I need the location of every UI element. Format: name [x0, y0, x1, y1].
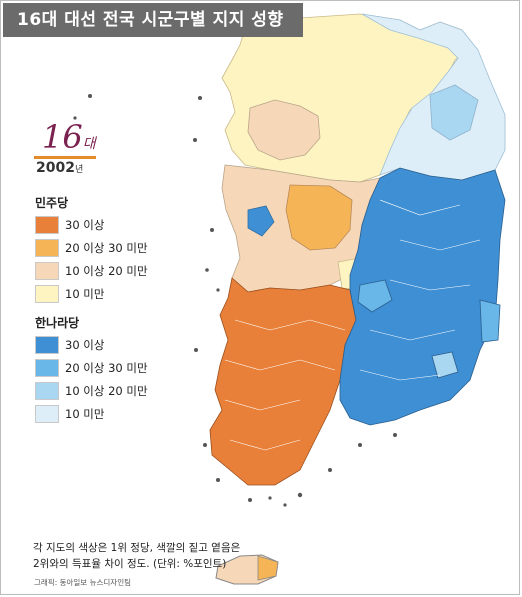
- note-line-1: 각 지도의 색상은 1위 정당, 색깔의 짙고 옅음은: [33, 542, 241, 554]
- note-line-2: 2위와의 득표율 차이 정도. (단위: %포인트): [33, 558, 227, 570]
- legend-swatch: [35, 381, 59, 400]
- region-yeongnam-light3: [357, 279, 393, 313]
- region-honam: [209, 277, 357, 486]
- region-jeju-east: [257, 555, 279, 581]
- election-emblem: 16대 2002년: [34, 118, 104, 176]
- map-legend: 민주당 30 이상 20 이상 30 미만 10 이상 20 미만 10 미만 …: [35, 194, 185, 426]
- region-yeongnam: [339, 167, 506, 426]
- region-yeongnam-light: [479, 299, 501, 343]
- election-year: 2002년: [36, 160, 84, 176]
- region-chungcheong-orange: [285, 184, 353, 251]
- page-title: 16대 대선 전국 시군구별 지지 성향: [3, 3, 303, 37]
- graphic-credit: 그래픽: 동아일보 뉴스디자인팀: [34, 578, 131, 587]
- islands: [73, 94, 397, 507]
- district-lines: [224, 199, 481, 451]
- legend-swatch: [35, 404, 59, 423]
- map-note: 각 지도의 색상은 1위 정당, 색깔의 짙고 옅음은 2위와의 득표율 차이 …: [33, 540, 240, 572]
- mainland: [209, 13, 506, 486]
- emblem-rule: [34, 156, 96, 159]
- legend-item: 10 이상 20 미만: [35, 380, 185, 401]
- legend-item: 30 이상: [35, 334, 185, 355]
- election-number: 16대: [42, 118, 96, 156]
- region-blue-seosan: [247, 205, 275, 237]
- legend-item: 10 이상 20 미만: [35, 260, 185, 281]
- region-yeongnam-light2: [431, 351, 459, 379]
- legend-item: 10 미만: [35, 403, 185, 424]
- legend-swatch: [35, 261, 59, 280]
- legend-swatch: [35, 238, 59, 257]
- region-seoul-cluster: [247, 99, 321, 161]
- legend-item: 20 이상 30 미만: [35, 357, 185, 378]
- legend-item: 20 이상 30 미만: [35, 237, 185, 258]
- legend-item: 10 미만: [35, 283, 185, 304]
- legend-swatch: [35, 358, 59, 377]
- legend-group-title: 한나라당: [35, 316, 80, 330]
- legend-swatch: [35, 215, 59, 234]
- legend-swatch: [35, 335, 59, 354]
- legend-group-title: 민주당: [35, 196, 69, 210]
- legend-swatch: [35, 284, 59, 303]
- legend-item: 30 이상: [35, 214, 185, 235]
- region-gangwon-mid: [429, 84, 479, 141]
